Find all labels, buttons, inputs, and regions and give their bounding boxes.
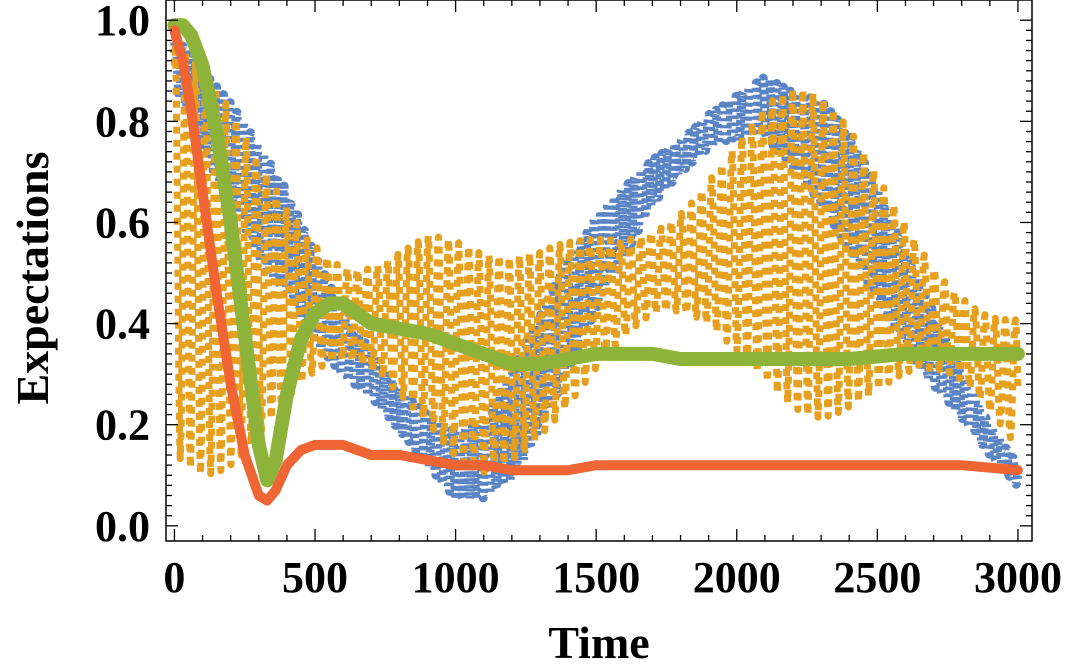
y-tick-label: 0.4	[95, 300, 150, 349]
y-tick-label: 1.0	[95, 0, 150, 45]
x-tick-label: 3000	[974, 553, 1062, 602]
x-tick-label: 1500	[552, 553, 640, 602]
y-tick-label: 0.0	[95, 502, 150, 551]
x-tick-label: 500	[282, 553, 348, 602]
y-tick-label: 0.2	[95, 401, 150, 450]
plot-series	[167, 18, 1025, 506]
axis-ticks	[166, 0, 1032, 541]
series-green-line	[167, 18, 1025, 488]
x-axis-label: Time	[548, 617, 649, 668]
x-tick-label: 2000	[693, 553, 781, 602]
y-axis-label: Expectations	[7, 152, 58, 405]
x-tick-labels: 0 500 1000 1500 2000 2500 3000	[163, 553, 1062, 602]
y-tick-label: 0.8	[95, 97, 150, 146]
x-tick-label: 0	[163, 553, 185, 602]
y-tick-labels: 0.0 0.2 0.4 0.6 0.8 1.0	[95, 0, 150, 551]
plot-frame	[165, 0, 1033, 542]
x-tick-label: 2500	[833, 553, 921, 602]
y-tick-label: 0.6	[95, 198, 150, 247]
x-tick-label: 1000	[412, 553, 500, 602]
series-red-line	[169, 25, 1023, 506]
